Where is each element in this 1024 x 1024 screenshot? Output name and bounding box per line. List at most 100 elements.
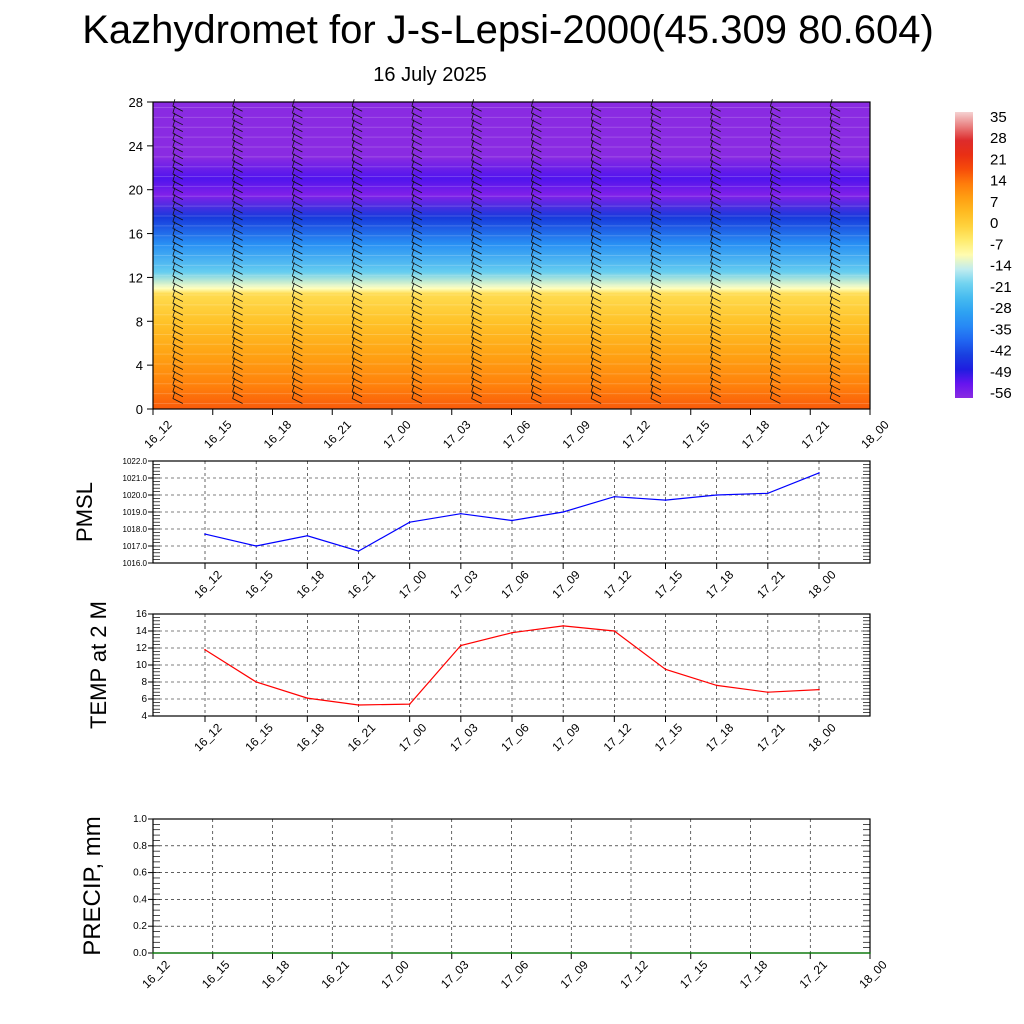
x-tick-label: 16_21 <box>345 720 379 754</box>
wind-barb-shaft <box>471 201 482 207</box>
colorbar-label: -28 <box>990 300 1012 317</box>
wind-barb-shaft <box>471 309 482 316</box>
wind-barb-shaft <box>471 336 482 343</box>
wind-barb-shaft <box>411 173 423 180</box>
wind-barb-shaft <box>292 153 303 160</box>
wind-barb-shaft <box>770 235 781 241</box>
wind-barb-shaft <box>650 309 662 316</box>
x-tick-label: 16_15 <box>201 417 235 451</box>
wind-barb <box>471 99 482 112</box>
wind-barb-shaft <box>292 221 303 228</box>
wind-barb-shaft <box>351 323 363 330</box>
wind-barb <box>769 99 781 112</box>
x-tick-label: 17_00 <box>396 567 430 601</box>
temp2m-point <box>818 688 820 691</box>
wind-barb-shaft <box>351 343 363 350</box>
x-tick-label: 16_18 <box>294 720 328 754</box>
wind-barb-shaft <box>292 139 303 146</box>
wind-barb-shaft <box>471 330 482 336</box>
wind-barb-shaft <box>770 207 781 214</box>
wind-barb-shaft <box>829 316 841 323</box>
x-tick-label: 18_00 <box>858 417 892 451</box>
wind-barb-shaft <box>351 167 363 173</box>
wind-barb-shaft <box>232 139 243 146</box>
wind-barb-shaft <box>292 343 303 350</box>
wind-barb-shaft <box>292 377 303 384</box>
wind-barb-shaft <box>650 133 662 139</box>
wind-barb-shaft <box>172 139 184 146</box>
wind-barb-shaft <box>172 180 184 187</box>
wind-barb-shaft <box>292 241 303 248</box>
wind-barb-shaft <box>292 207 303 214</box>
wind-barb-shaft <box>710 350 721 357</box>
wind-barb-shaft <box>710 269 721 275</box>
wind-barb-shaft <box>829 350 841 357</box>
pmsl-point <box>613 495 616 498</box>
wind-barb-shaft <box>411 262 423 268</box>
wind-barb-shaft <box>650 336 662 343</box>
wind-barb-shaft <box>232 194 243 200</box>
wind-barb-shaft <box>411 153 423 160</box>
temp2m-point <box>357 704 360 706</box>
wind-barb-shaft <box>531 255 542 262</box>
wind-barb-shaft <box>292 336 303 343</box>
wind-barb-shaft <box>292 330 303 336</box>
wind-barb-shaft <box>471 350 482 357</box>
wind-barb-flag <box>411 99 415 107</box>
wind-barb-shaft <box>172 241 184 248</box>
wind-barb-shaft <box>411 228 423 234</box>
wind-barb-shaft <box>770 126 781 132</box>
temp2m-point <box>204 648 206 651</box>
wind-barb-shaft <box>829 384 841 391</box>
wind-barb-shaft <box>531 235 542 241</box>
wind-barb-shaft <box>650 160 662 166</box>
wind-barb-shaft <box>531 126 542 132</box>
wind-barb-shaft <box>650 167 662 173</box>
x-tick-label: 16_21 <box>318 957 352 991</box>
wind-barb-shaft <box>351 146 363 153</box>
wind-barb-shaft <box>411 160 423 166</box>
wind-barb-shaft <box>710 336 721 343</box>
wind-barb-shaft <box>650 235 662 241</box>
wind-barb-shaft <box>471 377 482 384</box>
wind-barb-flag <box>291 99 295 107</box>
wind-barb-shaft <box>770 112 781 119</box>
y-tick-label: 14 <box>136 626 148 637</box>
y-tick-label: 12 <box>136 643 148 654</box>
wind-barb-shaft <box>829 248 841 255</box>
wind-barb-shaft <box>531 112 542 119</box>
wind-barb-shaft <box>770 255 781 262</box>
y-tick-label: 6 <box>141 694 147 705</box>
wind-barb-shaft <box>351 357 363 364</box>
wind-barb-shaft <box>590 173 602 180</box>
pmsl-point <box>460 512 462 515</box>
wind-barb-shaft <box>650 207 662 214</box>
x-tick-label: 17_09 <box>549 720 583 754</box>
wind-barb-shaft <box>710 302 721 309</box>
wind-barb-shaft <box>351 364 363 370</box>
wind-barb-shaft <box>232 262 243 268</box>
wind-barb-shaft <box>590 160 602 166</box>
wind-barb <box>291 99 303 112</box>
wind-barb-shaft <box>650 370 662 377</box>
wind-barb-shaft <box>590 398 602 404</box>
wind-barb-shaft <box>650 275 662 282</box>
wind-barb-shaft <box>531 207 542 214</box>
colorbar-label: 14 <box>990 173 1007 190</box>
temp2m-point <box>306 697 309 699</box>
wind-barb-shaft <box>351 139 363 146</box>
wind-barb-shaft <box>292 133 303 139</box>
wind-barb-shaft <box>411 302 423 309</box>
colorbar-label: 21 <box>990 151 1007 168</box>
wind-barb-shaft <box>590 302 602 309</box>
wind-barb-shaft <box>351 228 363 234</box>
x-tick-label: 16_18 <box>261 417 295 451</box>
wind-barb-shaft <box>531 377 542 384</box>
wind-barb-shaft <box>411 187 423 194</box>
wind-barb-shaft <box>292 112 303 119</box>
wind-barb-shaft <box>710 370 721 377</box>
colorbar-label: 35 <box>990 109 1007 126</box>
wind-barb-shaft <box>590 133 602 139</box>
wind-barb-shaft <box>829 146 841 153</box>
wind-barb-shaft <box>292 384 303 391</box>
